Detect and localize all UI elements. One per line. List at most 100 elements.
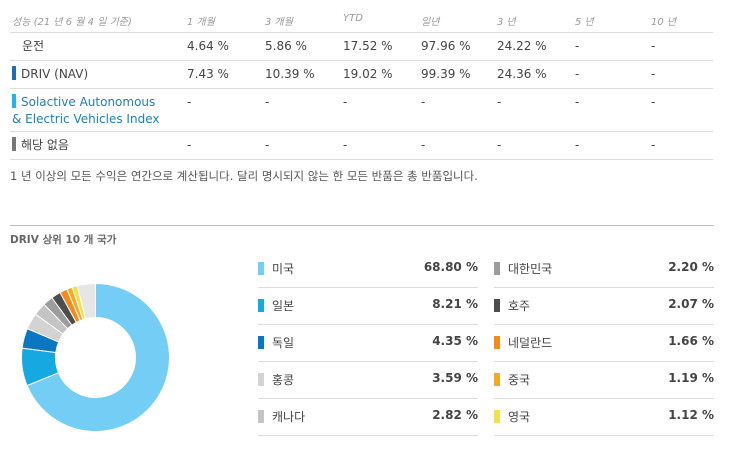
legend-country: 네덜란드 xyxy=(508,336,553,350)
legend-item: 홍콩 3.59 % xyxy=(258,361,478,399)
value-3-month: - xyxy=(265,95,270,109)
legend-country: 일본 xyxy=(272,299,295,313)
legend-item: 캐나다 2.82 % xyxy=(258,398,478,436)
series-marker xyxy=(12,137,16,151)
legend-swatch xyxy=(258,336,264,349)
legend-item: 미국 68.80 % xyxy=(258,250,478,288)
value-3-month: - xyxy=(265,138,270,152)
value-5-year: - xyxy=(575,95,580,109)
value-1-month: 7.43 % xyxy=(187,67,229,81)
legend-item: 일본 8.21 % xyxy=(258,287,478,325)
performance-table: 성능 (21 년 6 월 4 일 기준) 1 개월 3 개월 YTD 일년 3 … xyxy=(10,10,713,160)
value-3-month: 5.86 % xyxy=(265,39,307,53)
legend-country: 영국 xyxy=(508,410,531,424)
value-5-year: - xyxy=(575,138,580,152)
value-10-year: - xyxy=(651,67,656,81)
legend-swatch xyxy=(494,410,500,423)
section-divider xyxy=(10,225,714,226)
index-link[interactable]: Solactive Autonomous & Electric Vehicles… xyxy=(12,94,159,128)
value-1-month: - xyxy=(187,138,192,152)
donut-slice-other xyxy=(76,282,96,320)
header-ytd: YTD xyxy=(343,13,363,24)
value-1-year: - xyxy=(421,138,426,152)
value-3-year: 24.36 % xyxy=(497,67,547,81)
index-name-line2: & Electric Vehicles Index xyxy=(12,112,160,126)
performance-row-index: Solactive Autonomous & Electric Vehicles… xyxy=(10,89,713,132)
value-10-year: - xyxy=(651,138,656,152)
header-as-of: 성능 (21 년 6 월 4 일 기준) xyxy=(12,17,132,28)
legend-item: 대한민국 2.20 % xyxy=(494,250,714,288)
returns-footnote: 1 년 이상의 모든 수익은 연간으로 계산됩니다. 달리 명시되지 않는 한 … xyxy=(10,169,478,183)
performance-row-driv-nav: DRIV (NAV) 7.43 % 10.39 % 19.02 % 99.39 … xyxy=(10,61,713,89)
country-donut-chart xyxy=(21,282,170,432)
row-label-text: DRIV (NAV) xyxy=(21,67,89,81)
index-name-line1: Solactive Autonomous xyxy=(21,95,156,109)
row-label: 운전 xyxy=(22,39,45,53)
value-3-year: - xyxy=(497,95,502,109)
legend-percent: 2.20 % xyxy=(668,260,714,274)
legend-country: 미국 xyxy=(272,262,295,276)
value-1-year: 99.39 % xyxy=(421,67,471,81)
legend-item: 영국 1.12 % xyxy=(494,398,714,436)
legend-country: 독일 xyxy=(272,336,295,350)
header-3-year: 3 년 xyxy=(497,17,516,28)
row-label-text: 해당 없음 xyxy=(21,138,69,152)
legend-percent: 1.19 % xyxy=(668,371,714,385)
value-1-year: 97.96 % xyxy=(421,39,471,53)
legend-swatch xyxy=(494,262,500,275)
value-5-year: - xyxy=(575,67,580,81)
legend-percent: 1.12 % xyxy=(668,408,714,422)
legend-percent: 1.66 % xyxy=(668,334,714,348)
value-5-year: - xyxy=(575,39,580,53)
legend-percent: 4.35 % xyxy=(432,334,478,348)
header-10-year: 10 년 xyxy=(651,17,677,28)
section-title: DRIV 상위 10 개 국가 xyxy=(10,234,117,246)
legend-country: 호주 xyxy=(508,299,531,313)
value-1-month: - xyxy=(187,95,192,109)
value-1-year: - xyxy=(421,95,426,109)
value-ytd: 17.52 % xyxy=(343,39,393,53)
header-1-month: 1 개월 xyxy=(187,17,215,28)
value-3-year: 24.22 % xyxy=(497,39,547,53)
legend-percent: 3.59 % xyxy=(432,371,478,385)
legend-country: 홍콩 xyxy=(272,373,295,387)
legend-percent: 2.07 % xyxy=(668,297,714,311)
legend-country: 중국 xyxy=(508,373,531,387)
legend-swatch xyxy=(258,373,264,386)
value-ytd: 19.02 % xyxy=(343,67,393,81)
legend-swatch xyxy=(258,299,264,312)
legend-item: 호주 2.07 % xyxy=(494,287,714,325)
value-10-year: - xyxy=(651,95,656,109)
value-10-year: - xyxy=(651,39,656,53)
header-1-year: 일년 xyxy=(421,17,440,28)
value-ytd: - xyxy=(343,138,348,152)
legend-percent: 68.80 % xyxy=(423,260,478,274)
performance-row-market: 운전 4.64 % 5.86 % 17.52 % 97.96 % 24.22 %… xyxy=(10,33,713,61)
row-label: DRIV (NAV) xyxy=(12,66,88,82)
performance-row-na: 해당 없음 - - - - - - - xyxy=(10,132,713,160)
header-5-year: 5 년 xyxy=(575,17,594,28)
series-marker xyxy=(12,94,16,108)
legend-percent: 8.21 % xyxy=(432,297,478,311)
value-3-month: 10.39 % xyxy=(265,67,315,81)
value-ytd: - xyxy=(343,95,348,109)
legend-swatch xyxy=(258,410,264,423)
header-3-month: 3 개월 xyxy=(265,17,293,28)
legend-percent: 2.82 % xyxy=(432,408,478,422)
legend-swatch xyxy=(258,262,264,275)
value-3-year: - xyxy=(497,138,502,152)
legend-item: 독일 4.35 % xyxy=(258,324,478,362)
legend-swatch xyxy=(494,299,500,312)
performance-header: 성능 (21 년 6 월 4 일 기준) 1 개월 3 개월 YTD 일년 3 … xyxy=(10,10,713,33)
legend-swatch xyxy=(494,336,500,349)
legend-item: 중국 1.19 % xyxy=(494,361,714,399)
legend-item: 네덜란드 1.66 % xyxy=(494,324,714,362)
row-label: 해당 없음 xyxy=(12,137,69,153)
value-1-month: 4.64 % xyxy=(187,39,229,53)
legend-country: 대한민국 xyxy=(508,262,553,276)
donut-slice-미국 xyxy=(26,282,170,432)
series-marker xyxy=(12,66,16,80)
legend-swatch xyxy=(494,373,500,386)
legend-country: 캐나다 xyxy=(272,410,306,424)
